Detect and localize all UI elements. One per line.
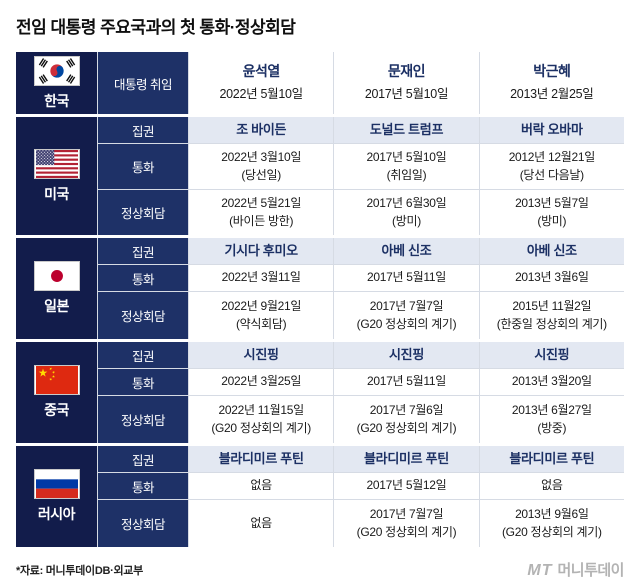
country-cell-japan: 일본	[16, 238, 97, 339]
source-note: *자료: 머니투데이DB·외교부	[16, 564, 143, 577]
data-cell: 2022년 3월10일 (당선일)	[189, 144, 334, 189]
data-cell: 기시다 후미오	[189, 238, 334, 264]
data-cell: 2017년 7월6일 (G20 정상회의 계기)	[334, 396, 479, 443]
mt-logo-name: 머니투데이	[557, 562, 624, 579]
data-cell: 도널드 트럼프	[334, 117, 479, 143]
data-cell: 2022년 3월25일	[189, 369, 334, 395]
page-title: 전임 대통령 주요국과의 첫 통화·정상회담	[16, 18, 296, 37]
data-cell: 블라디미르 푸틴	[189, 446, 334, 472]
data-cell: 블라디미르 푸틴	[334, 446, 479, 472]
data-cell: 2017년 7월7일 (G20 정상회의 계기)	[334, 500, 479, 547]
president-name: 윤석열	[242, 63, 281, 80]
data-cell: 2013년 5월7일 (방미)	[479, 190, 624, 235]
row-label: 집권	[98, 342, 188, 368]
section-japan: 일본 집권 기시다 후미오 아베 신조 아베 신조 통화 2022년 3월11일…	[16, 238, 624, 339]
inauguration-date: 2017년 5월10일	[364, 87, 449, 102]
president-cell: 윤석열 2022년 5월10일	[189, 52, 334, 114]
data-cell: 시진핑	[189, 342, 334, 368]
summit-table: 한국 대통령 취임 윤석열 2022년 5월10일 문재인 2017년 5월10…	[16, 52, 624, 547]
country-cell-usa: 미국	[16, 117, 97, 235]
president-cell: 박근혜 2013년 2월25일	[479, 52, 624, 114]
footer: *자료: 머니투데이DB·외교부 MT 머니투데이	[16, 550, 624, 580]
row-label: 대통령 취임	[98, 52, 188, 114]
data-cell: 2022년 11월15일 (G20 정상회의 계기)	[189, 396, 334, 443]
data-cell: 없음	[479, 473, 624, 499]
inauguration-date: 2022년 5월10일	[219, 87, 303, 102]
country-name: 한국	[44, 92, 69, 109]
row-label: 통화	[98, 144, 188, 189]
data-cell: 조 바이든	[189, 117, 334, 143]
row-label: 정상회담	[98, 396, 188, 443]
section-korea: 한국 대통령 취임 윤석열 2022년 5월10일 문재인 2017년 5월10…	[16, 52, 624, 114]
country-cell-china: 중국	[16, 342, 97, 443]
president-cell: 문재인 2017년 5월10일	[334, 52, 479, 114]
data-cell: 2013년 6월27일 (방중)	[479, 396, 624, 443]
data-cell: 2012년 12월21일 (당선 다음날)	[479, 144, 624, 189]
data-cell: 2013년 9월6일 (G20 정상회의 계기)	[479, 500, 624, 547]
section-china: 중국 집권 시진핑 시진핑 시진핑 통화 2022년 3월25일 2017년 5…	[16, 342, 624, 443]
row-label: 집권	[98, 117, 188, 143]
mt-logo-mark: MT	[527, 562, 553, 579]
moneytoday-logo: MT 머니투데이	[527, 559, 624, 580]
row-label: 정상회담	[98, 190, 188, 235]
row-label: 통화	[98, 369, 188, 395]
data-cell: 2013년 3월6일	[479, 265, 624, 291]
flag-russia-icon	[33, 469, 80, 499]
data-cell: 아베 신조	[479, 238, 624, 264]
data-cell: 2017년 6월30일 (방미)	[334, 190, 479, 235]
row-label: 통화	[98, 473, 188, 499]
section-usa: 미국 집권 조 바이든 도널드 트럼프 버락 오바마 통화 2022년 3월10…	[16, 117, 624, 235]
data-cell: 아베 신조	[334, 238, 479, 264]
data-cell: 시진핑	[479, 342, 624, 368]
data-cell: 2013년 3월20일	[479, 369, 624, 395]
flag-united-states-icon	[33, 148, 80, 179]
data-cell: 없음	[189, 500, 334, 547]
president-name: 문재인	[387, 63, 426, 80]
data-cell: 2015년 11월2일 (한중일 정상회의 계기)	[479, 292, 624, 339]
data-cell: 2017년 5월10일 (취임일)	[334, 144, 479, 189]
flag-south-korea-icon	[33, 55, 80, 86]
country-cell-korea: 한국	[16, 52, 97, 114]
data-cell: 블라디미르 푸틴	[479, 446, 624, 472]
row-label: 정상회담	[98, 500, 188, 547]
section-russia: 러시아 집권 블라디미르 푸틴 블라디미르 푸틴 블라디미르 푸틴 통화 없음 …	[16, 446, 624, 547]
data-cell: 2017년 7월7일 (G20 정상회의 계기)	[334, 292, 479, 339]
data-cell: 2017년 5월11일	[334, 369, 479, 395]
president-name: 박근혜	[533, 63, 571, 80]
flag-japan-icon	[33, 261, 80, 291]
inauguration-date: 2013년 2월25일	[510, 87, 594, 102]
country-name: 러시아	[37, 506, 76, 522]
data-cell: 버락 오바마	[479, 117, 624, 143]
data-cell: 2022년 9월21일 (약식회담)	[189, 292, 334, 339]
data-cell: 시진핑	[334, 342, 479, 368]
row-label: 집권	[98, 446, 188, 472]
flag-china-icon	[33, 365, 80, 395]
data-cell: 없음	[189, 473, 334, 499]
row-label: 집권	[98, 238, 188, 264]
country-name: 중국	[44, 402, 69, 418]
data-cell: 2017년 5월11일	[334, 265, 479, 291]
data-cell: 2017년 5월12일	[334, 473, 479, 499]
row-label: 통화	[98, 265, 188, 291]
data-cell: 2022년 5월21일 (바이든 방한)	[189, 190, 334, 235]
country-cell-russia: 러시아	[16, 446, 97, 547]
row-label: 정상회담	[98, 292, 188, 339]
country-name: 일본	[44, 298, 69, 314]
country-name: 미국	[44, 185, 69, 202]
data-cell: 2022년 3월11일	[189, 265, 334, 291]
